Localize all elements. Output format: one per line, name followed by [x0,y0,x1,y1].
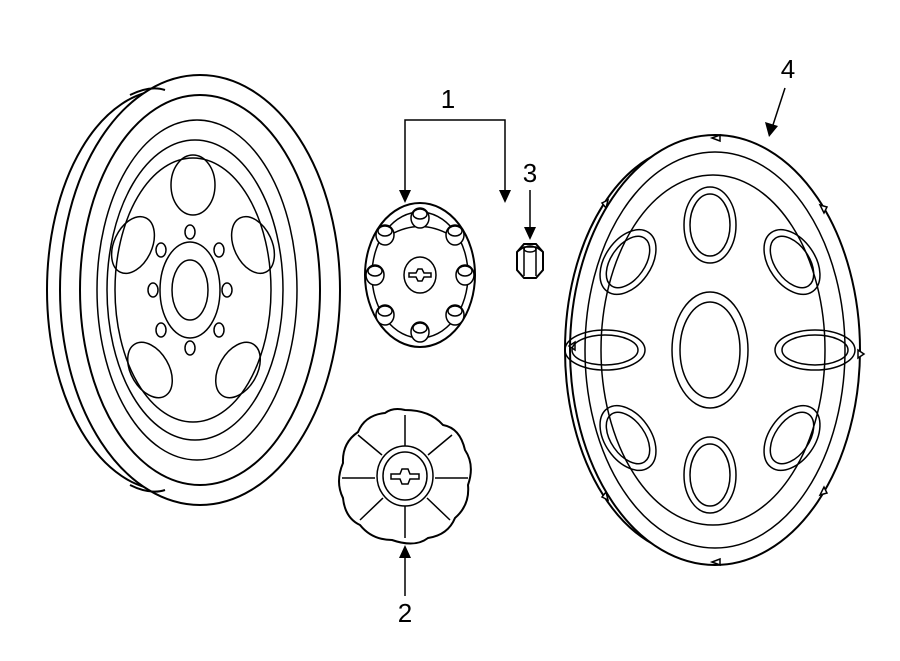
wheel-cover [565,135,864,565]
callout-label-4: 4 [781,54,795,84]
center-cap [339,409,471,544]
callout-label-3: 3 [523,158,537,188]
wheel-rim [47,75,340,505]
front-hub-cap [365,203,475,347]
lug-nut [517,244,543,278]
callout-label-1: 1 [441,84,455,114]
callout-label-2: 2 [398,598,412,628]
parts-diagram: 1 3 2 4 [0,0,900,661]
